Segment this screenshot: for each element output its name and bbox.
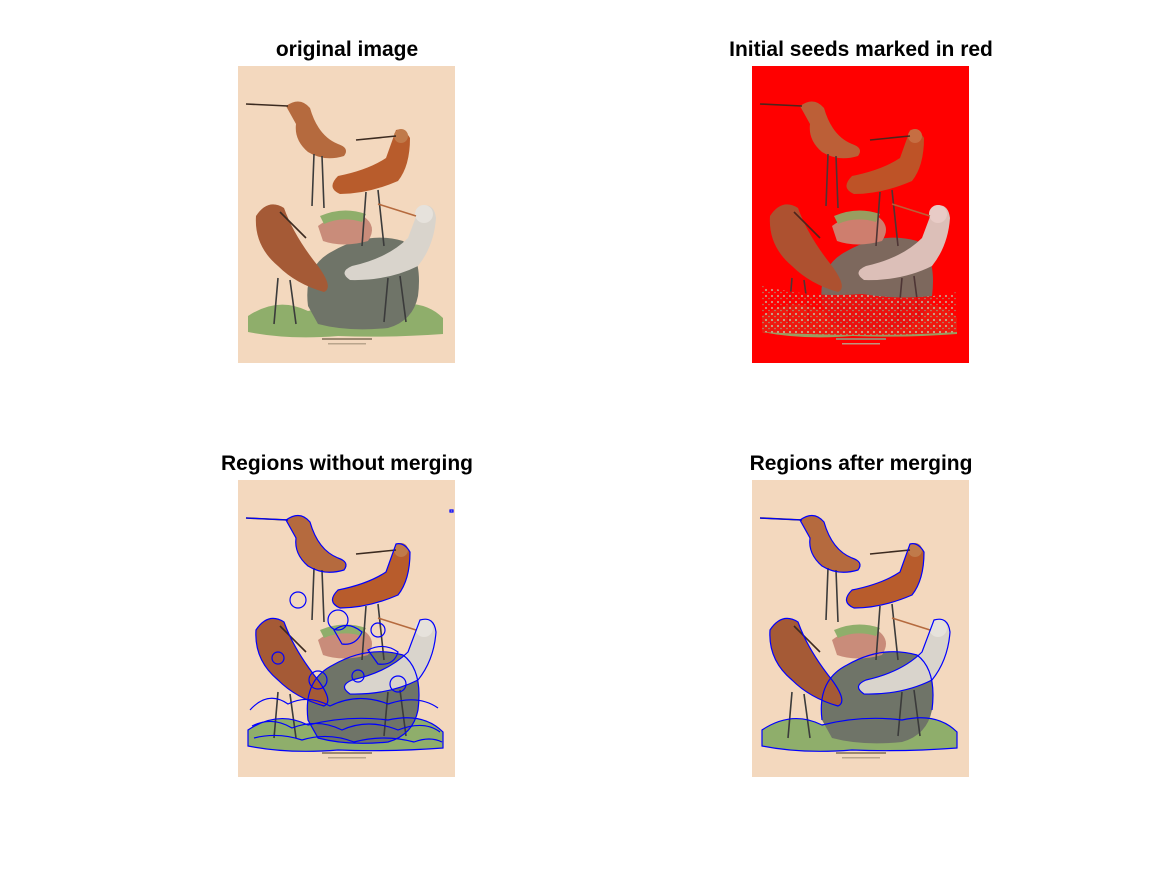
region-boundaries-coarse: [759, 514, 958, 752]
regions-no-merge-image: [238, 480, 455, 777]
region-boundaries-fine: [245, 509, 454, 752]
panel-title-seeds: Initial seeds marked in red: [729, 38, 993, 61]
panel-title-merged: Regions after merging: [749, 452, 973, 475]
original-image: [238, 66, 455, 363]
panel-title-original: original image: [275, 38, 419, 61]
seeds-image: [752, 66, 969, 363]
panel-title-no-merge: Regions without merging: [221, 452, 473, 475]
seed-speckle-ground: [762, 286, 957, 335]
regions-merged-image: [752, 480, 969, 777]
